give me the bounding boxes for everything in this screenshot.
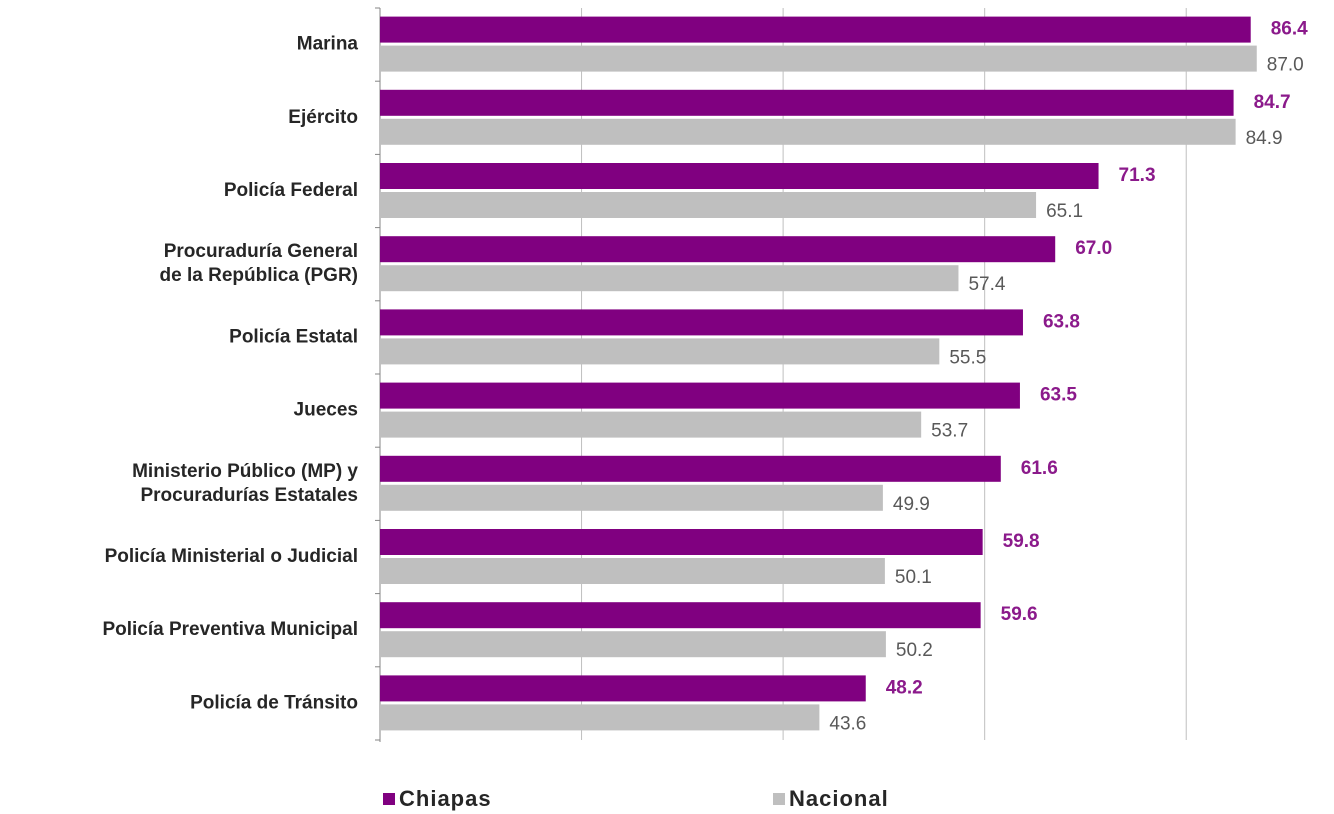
data-label: 53.7 — [931, 421, 968, 442]
data-label: 57.4 — [968, 274, 1005, 295]
legend-label: Chiapas — [399, 786, 492, 811]
data-label: 84.7 — [1254, 92, 1291, 113]
bar — [380, 45, 1257, 72]
legend-label: Nacional — [789, 786, 889, 811]
data-label: 48.2 — [886, 677, 923, 698]
data-label: 87.0 — [1267, 55, 1304, 76]
bar — [380, 89, 1234, 116]
bar — [380, 118, 1236, 145]
y-tick-label: Ministerio Público (MP) y Procuradurías E… — [132, 461, 358, 506]
bar — [380, 631, 886, 658]
bar — [380, 192, 1037, 218]
bar — [380, 558, 885, 584]
legend-swatch — [383, 793, 395, 805]
bar — [380, 411, 922, 438]
y-tick-label: Marina — [297, 34, 359, 55]
data-label: 65.1 — [1046, 201, 1083, 222]
y-tick-label: Policía de Tránsito — [190, 692, 358, 713]
bar — [380, 675, 866, 702]
bar — [380, 309, 1023, 336]
data-label: 67.0 — [1075, 238, 1112, 259]
bar — [380, 484, 883, 511]
bar — [380, 382, 1020, 409]
data-label: 61.6 — [1021, 458, 1058, 479]
data-label: 43.6 — [829, 713, 866, 734]
bar — [380, 602, 981, 629]
bar — [380, 236, 1056, 263]
data-label: 59.8 — [1003, 531, 1040, 552]
data-label: 84.9 — [1246, 128, 1283, 149]
data-label: 49.9 — [893, 494, 930, 515]
data-label: 71.3 — [1119, 165, 1156, 186]
y-tick-label: Policía Preventiva Municipal — [102, 619, 358, 640]
y-tick-label: Jueces — [294, 400, 358, 421]
bar — [380, 704, 820, 731]
bar — [380, 529, 983, 555]
data-label: 50.2 — [896, 640, 933, 661]
bar — [380, 338, 940, 365]
data-label: 55.5 — [949, 347, 986, 368]
bar — [380, 265, 959, 292]
data-label: 63.8 — [1043, 311, 1080, 332]
bar — [380, 16, 1251, 43]
bar — [380, 163, 1099, 189]
data-label: 63.5 — [1040, 385, 1077, 406]
y-tick-label: Policía Federal — [224, 180, 358, 201]
legend-swatch — [773, 793, 785, 805]
data-label: 50.1 — [895, 567, 932, 588]
y-tick-label: Procuraduría General de la República (PGR… — [160, 241, 358, 286]
data-label: 59.6 — [1001, 604, 1038, 625]
y-tick-label: Ejército — [288, 107, 358, 128]
y-tick-label: Policía Ministerial o Judicial — [105, 546, 358, 567]
y-tick-label: Policía Estatal — [229, 326, 358, 347]
data-label: 86.4 — [1271, 19, 1308, 40]
bar — [380, 455, 1001, 482]
